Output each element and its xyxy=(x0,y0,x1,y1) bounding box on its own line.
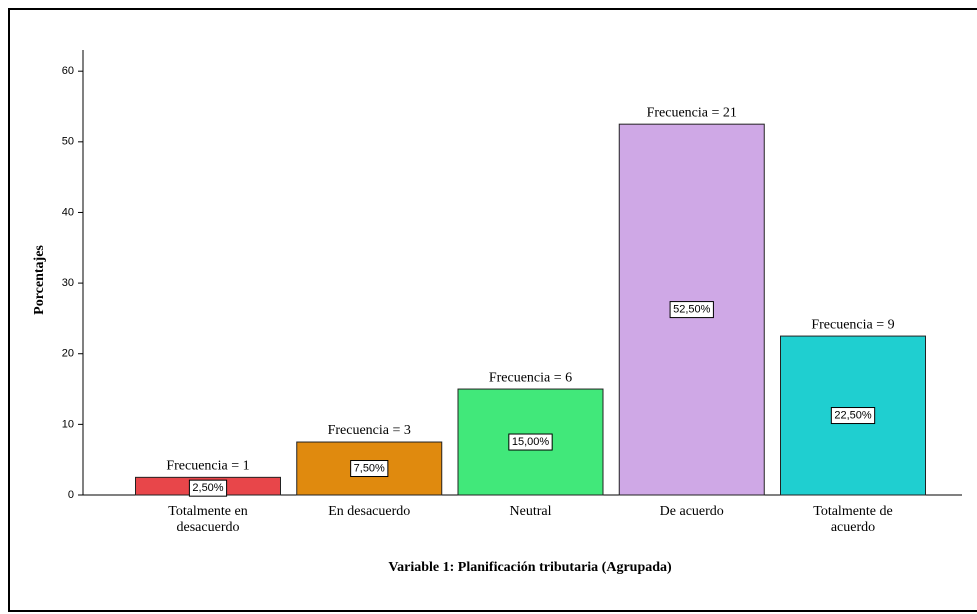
bar-annotation: Frecuencia = 21 xyxy=(647,105,737,120)
value-label-box xyxy=(830,407,876,425)
bar-annotation: Frecuencia = 3 xyxy=(328,423,411,438)
value-label: 22,50% xyxy=(834,409,872,421)
y-tick-label: 40 xyxy=(62,206,74,218)
x-tick-label: Neutral xyxy=(509,504,552,519)
bar-annotation: Frecuencia = 1 xyxy=(166,459,249,474)
y-tick-label: 60 xyxy=(62,65,74,77)
value-label-box xyxy=(508,433,553,451)
y-tick-label: 30 xyxy=(62,277,74,289)
value-label: 7,50% xyxy=(354,462,385,474)
value-label: 15,00% xyxy=(512,436,550,448)
x-tick-label: Totalmente de acuerdo xyxy=(813,504,893,535)
value-label: 2,50% xyxy=(192,482,223,494)
x-tick-label: Totalmente en desacuerdo xyxy=(168,504,248,535)
bar-annotation: Frecuencia = 9 xyxy=(811,317,894,332)
y-tick-label: 20 xyxy=(62,348,74,360)
value-label: 52,50% xyxy=(673,303,711,315)
frame xyxy=(8,8,977,612)
value-label-box xyxy=(188,479,228,497)
value-label-box xyxy=(669,301,714,319)
y-axis-label: Porcentajes xyxy=(32,245,47,315)
y-tick-label: 10 xyxy=(62,418,74,430)
x-tick-label: En desacuerdo xyxy=(328,504,411,519)
value-label-box xyxy=(350,460,389,478)
y-tick-label: 50 xyxy=(62,136,74,148)
bar-annotation: Frecuencia = 6 xyxy=(489,370,572,385)
y-tick-label: 0 xyxy=(68,489,74,501)
x-tick-label: De acuerdo xyxy=(659,504,724,519)
x-axis-label: Variable 1: Planificación tributaria (Ag… xyxy=(388,560,672,575)
